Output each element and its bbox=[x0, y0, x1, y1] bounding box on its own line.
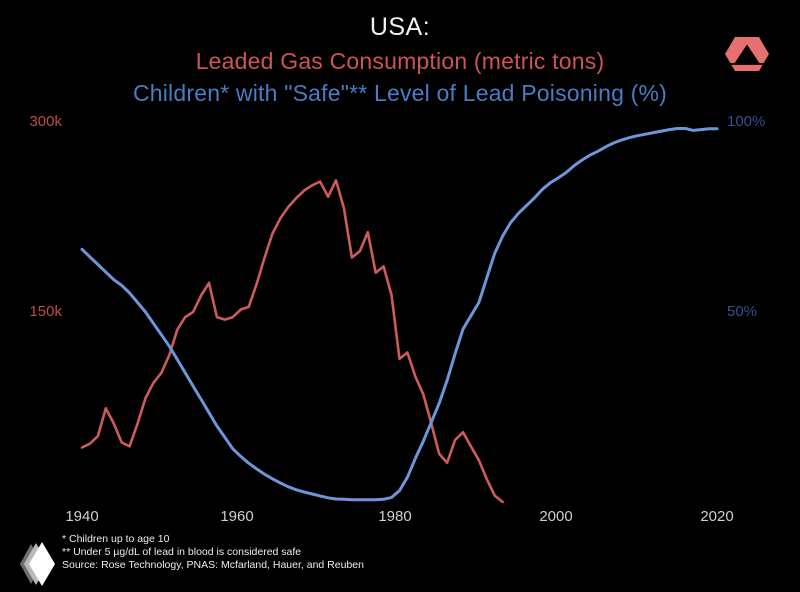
footnote-source: Source: Rose Technology, PNAS: Mcfarland… bbox=[62, 559, 364, 571]
hexagon-shape bbox=[725, 37, 769, 71]
safe-children-line bbox=[80, 127, 719, 502]
y-axis-right-tick-100pct: 100% bbox=[727, 113, 766, 130]
y-axis-right-tick-50pct: 50% bbox=[727, 303, 758, 320]
diamond-front bbox=[29, 542, 55, 586]
x-axis-tick-2020: 2020 bbox=[700, 508, 734, 525]
footnote-safe-level: ** Under 5 µg/dL of lead in blood is con… bbox=[62, 546, 302, 558]
y-axis-left-tick-150k: 150k bbox=[29, 303, 62, 320]
page-title: USA: bbox=[369, 13, 431, 41]
x-axis-tick-1960: 1960 bbox=[220, 508, 254, 525]
x-axis-tick-1940: 1940 bbox=[65, 508, 99, 525]
subtitle-children-safe: Children* with "Safe"** Level of Lead Po… bbox=[132, 80, 668, 106]
footnotes: * Children up to age 10 ** Under 5 µg/dL… bbox=[62, 533, 364, 572]
x-axis-tick-1980: 1980 bbox=[378, 508, 412, 525]
x-axis-tick-2000: 2000 bbox=[539, 508, 573, 525]
footnote-children-age: * Children up to age 10 bbox=[62, 533, 170, 545]
y-axis-left-tick-300k: 300k bbox=[29, 113, 62, 130]
leaded-gas-line bbox=[80, 179, 505, 504]
subtitle-leaded-gas: Leaded Gas Consumption (metric tons) bbox=[195, 48, 605, 74]
hexagon-triangle-logo-icon bbox=[725, 37, 769, 71]
layered-diamonds-logo-icon bbox=[20, 542, 55, 586]
